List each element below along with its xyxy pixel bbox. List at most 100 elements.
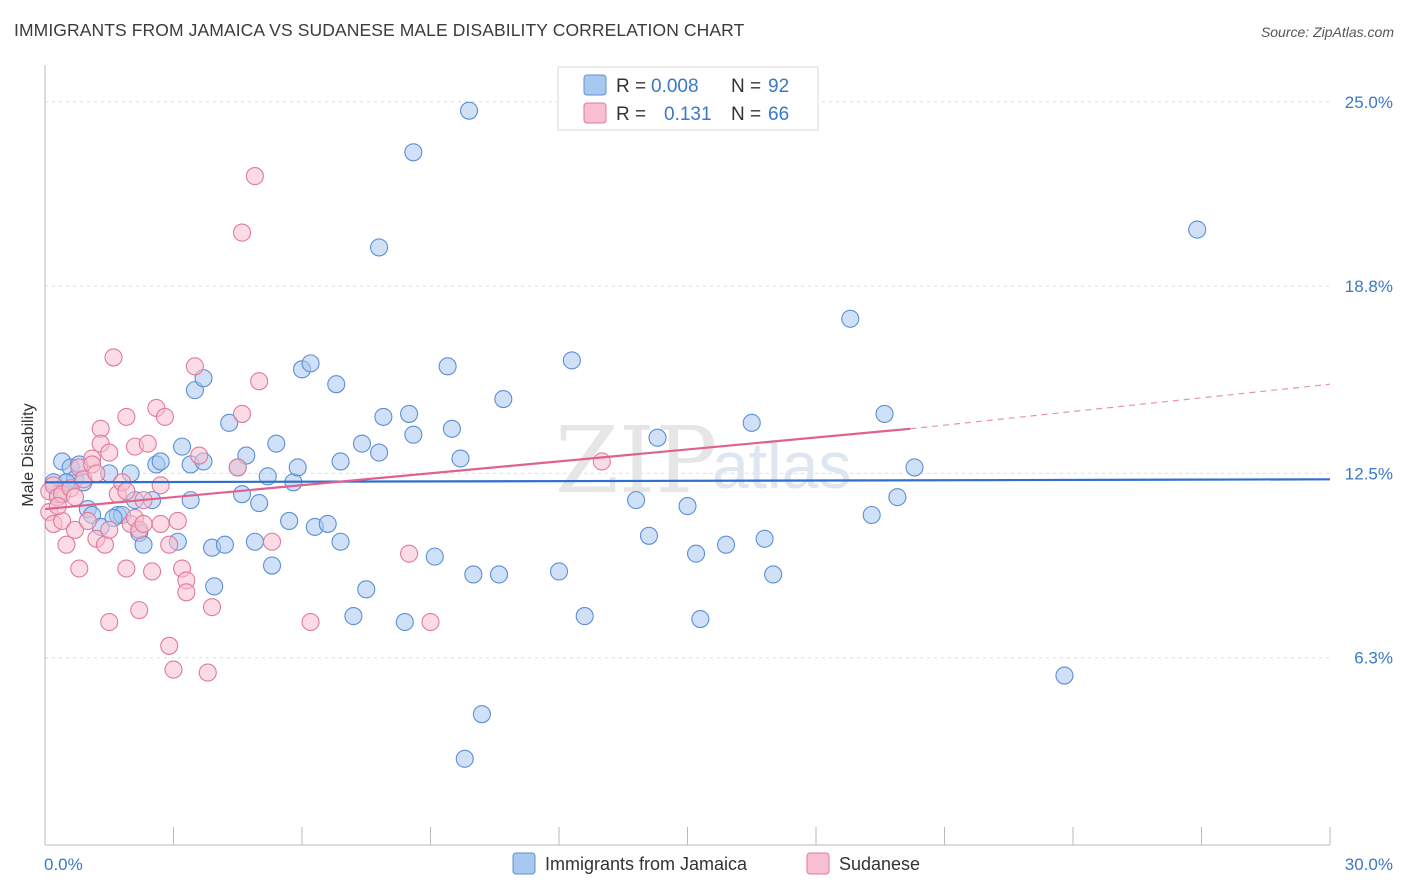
data-point: [862, 505, 881, 525]
y-tick-label: 6.3%: [1354, 649, 1393, 668]
data-point: [134, 514, 153, 533]
data-point: [549, 562, 569, 581]
data-point: [245, 167, 264, 186]
data-point: [57, 535, 76, 554]
data-point: [228, 458, 247, 477]
data-point: [177, 583, 196, 602]
data-point: [451, 449, 470, 468]
legend-r-label-jamaica: R =: [616, 76, 646, 97]
data-point: [262, 556, 282, 575]
data-point: [164, 660, 183, 679]
bottom-legend-swatch-jamaica: [512, 852, 536, 875]
data-point: [258, 467, 277, 486]
data-point: [104, 348, 123, 367]
data-point: [459, 101, 479, 120]
data-point: [331, 532, 350, 551]
data-point: [464, 565, 483, 584]
data-point: [138, 434, 157, 453]
series-sudanese-points: [40, 167, 611, 682]
data-point: [742, 413, 761, 432]
chart-source: Source: ZipAtlas.com: [1260, 24, 1394, 40]
data-point: [232, 404, 252, 423]
bottom-legend-label-jamaica: Immigrants from Jamaica: [545, 854, 748, 874]
legend-box: R = 0.008 N = 92 R = 0.131 N = 66: [557, 66, 819, 131]
data-point: [352, 434, 372, 453]
data-point: [764, 565, 783, 584]
data-point: [117, 407, 136, 426]
data-point: [245, 532, 264, 551]
bottom-legend-swatch-sudanese: [806, 852, 830, 875]
data-point: [400, 544, 419, 563]
data-point: [489, 565, 509, 584]
data-point: [562, 351, 581, 370]
data-point: [370, 238, 389, 257]
data-point: [716, 535, 736, 554]
data-point: [592, 452, 611, 471]
legend-swatch-jamaica: [583, 74, 607, 96]
data-point: [438, 357, 457, 376]
chart-title: IMMIGRANTS FROM JAMAICA VS SUDANESE MALE…: [14, 20, 745, 40]
data-point: [203, 598, 222, 617]
data-point: [78, 511, 97, 530]
data-point: [130, 601, 149, 620]
data-point: [318, 514, 337, 533]
data-point: [65, 488, 85, 507]
y-tick-label: 18.8%: [1345, 277, 1393, 296]
data-point: [117, 559, 136, 578]
data-point: [190, 446, 209, 465]
legend-swatch-sudanese: [583, 102, 607, 124]
x-tick-labels: 0.0% 30.0%: [44, 855, 1393, 874]
data-point: [160, 636, 179, 655]
trend-line-jamaica: [44, 478, 1331, 484]
data-point: [888, 488, 907, 507]
data-point: [65, 520, 85, 539]
gridlines: [45, 101, 1330, 659]
data-point: [250, 494, 269, 513]
data-point: [198, 663, 217, 682]
data-point: [575, 607, 594, 626]
data-point: [151, 514, 170, 533]
data-point: [687, 544, 706, 563]
data-point: [905, 458, 924, 477]
data-point: [151, 476, 170, 495]
data-point: [143, 562, 162, 581]
data-point: [100, 520, 119, 539]
legend-n-label-jamaica: N =: [731, 76, 761, 97]
data-point: [301, 612, 320, 632]
data-point: [678, 497, 697, 516]
data-point: [288, 458, 307, 477]
legend-n-value-sudanese: 66: [768, 104, 789, 125]
data-point: [250, 372, 269, 391]
data-point: [327, 375, 346, 394]
data-point: [875, 404, 894, 423]
legend-n-value-jamaica: 92: [768, 76, 789, 97]
legend-n-label-sudanese: N =: [731, 104, 761, 125]
axes: [44, 65, 1331, 846]
data-point: [472, 705, 491, 724]
data-point: [344, 607, 363, 626]
x-tick-label: 30.0%: [1345, 855, 1393, 874]
data-point: [627, 491, 646, 510]
data-point: [494, 390, 513, 409]
data-point: [262, 532, 282, 551]
data-point: [421, 612, 440, 632]
data-point: [755, 529, 774, 548]
data-point: [1188, 220, 1207, 239]
data-point: [267, 434, 286, 453]
data-point: [232, 485, 252, 504]
legend-r-value-jamaica: 0.008: [651, 76, 699, 97]
data-point: [425, 547, 444, 566]
data-point: [639, 526, 659, 545]
x-tick-label: 0.0%: [44, 855, 83, 874]
y-tick-label: 12.5%: [1345, 464, 1393, 483]
legend-r-label-sudanese: R =: [616, 104, 646, 125]
data-point: [173, 437, 192, 456]
data-point: [87, 464, 106, 483]
data-point: [404, 425, 423, 444]
data-point: [155, 407, 174, 426]
data-point: [168, 511, 187, 530]
data-point: [160, 535, 179, 554]
data-point: [100, 612, 119, 632]
data-point: [400, 404, 419, 423]
